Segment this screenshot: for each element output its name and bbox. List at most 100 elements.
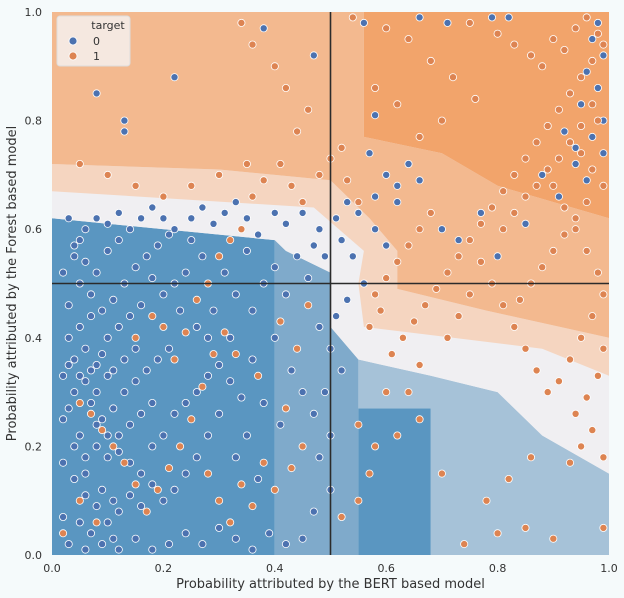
data-point-class-0 [87,398,96,407]
data-point-class-1 [560,230,569,239]
data-point-class-0 [220,268,229,277]
data-point-class-1 [577,73,586,82]
data-point-class-0 [87,290,96,299]
data-point-class-0 [242,431,251,440]
data-point-class-0 [92,360,101,369]
data-point-class-0 [75,431,84,440]
data-point-class-1 [365,469,374,478]
data-point-class-0 [59,458,68,467]
data-point-class-1 [432,284,441,293]
data-point-class-1 [382,388,391,397]
data-point-class-0 [254,230,263,239]
data-point-class-1 [443,268,452,277]
y-tick-label: 0.4 [25,332,43,345]
data-point-class-0 [142,252,151,261]
x-tick-label: 0.2 [155,562,173,575]
data-point-class-0 [70,388,79,397]
data-point-class-1 [543,388,552,397]
data-point-class-0 [92,214,101,223]
data-point-class-0 [259,398,268,407]
data-point-class-1 [571,24,580,33]
data-point-class-0 [75,236,84,245]
data-point-class-0 [164,540,173,549]
data-point-class-1 [198,382,207,391]
data-point-class-0 [137,469,146,478]
data-point-class-1 [354,198,363,207]
data-point-class-0 [103,371,112,380]
data-point-class-1 [599,40,608,49]
data-point-class-0 [242,246,251,255]
scatter-points [59,13,608,554]
data-point-class-0 [298,534,307,543]
data-point-class-1 [131,333,140,342]
data-point-class-0 [131,534,140,543]
data-point-class-0 [87,366,96,375]
data-point-class-0 [198,252,207,261]
data-point-class-0 [137,214,146,223]
data-point-class-0 [560,127,569,136]
data-point-class-0 [64,214,73,223]
data-point-class-1 [588,312,597,321]
data-point-class-1 [499,187,508,196]
data-point-class-0 [64,404,73,413]
data-point-class-0 [176,306,185,315]
data-point-class-0 [64,540,73,549]
data-point-class-1 [415,225,424,234]
data-point-class-1 [159,322,168,331]
data-point-class-1 [593,371,602,380]
data-point-class-0 [70,355,79,364]
data-point-class-1 [226,236,235,245]
data-point-class-1 [248,40,257,49]
data-point-class-1 [448,73,457,82]
data-point-class-0 [192,322,201,331]
data-point-class-0 [81,344,90,353]
data-point-class-0 [588,35,597,44]
data-point-class-1 [599,453,608,462]
data-point-class-0 [582,67,591,76]
data-point-class-1 [571,214,580,223]
data-point-class-0 [593,84,602,93]
data-point-class-1 [593,29,602,38]
data-point-class-0 [504,13,513,22]
data-point-class-0 [75,322,84,331]
data-point-class-0 [87,312,96,321]
data-point-class-0 [443,18,452,27]
data-point-class-1 [393,257,402,266]
data-point-class-1 [560,203,569,212]
data-point-class-1 [465,18,474,27]
data-point-class-1 [276,159,285,168]
data-point-class-0 [237,393,246,402]
data-point-class-0 [64,301,73,310]
data-point-class-1 [337,143,346,152]
data-point-class-0 [103,453,112,462]
data-point-class-0 [192,453,201,462]
data-point-class-0 [109,295,118,304]
data-point-class-0 [371,225,380,234]
data-point-class-1 [554,377,563,386]
data-point-class-0 [126,312,135,321]
data-point-class-0 [265,529,274,538]
data-point-class-0 [582,176,591,185]
legend-label-1: 1 [93,50,100,63]
data-point-class-1 [103,170,112,179]
data-point-class-0 [120,388,129,397]
data-point-class-0 [170,409,179,418]
data-point-class-1 [437,116,446,125]
data-point-class-1 [476,257,485,266]
data-point-class-0 [293,252,302,261]
data-point-class-1 [354,420,363,429]
data-point-class-0 [248,545,257,554]
data-point-class-0 [371,111,380,120]
data-point-class-1 [566,138,575,147]
data-point-class-0 [187,236,196,245]
data-point-class-1 [337,513,346,522]
data-point-class-1 [588,56,597,65]
data-point-class-0 [92,268,101,277]
data-point-class-0 [153,355,162,364]
data-point-class-1 [404,241,413,250]
region-blue-strong [52,218,275,555]
data-point-class-0 [75,371,84,380]
data-point-class-0 [98,485,107,494]
data-point-class-0 [98,350,107,359]
data-point-class-0 [181,268,190,277]
